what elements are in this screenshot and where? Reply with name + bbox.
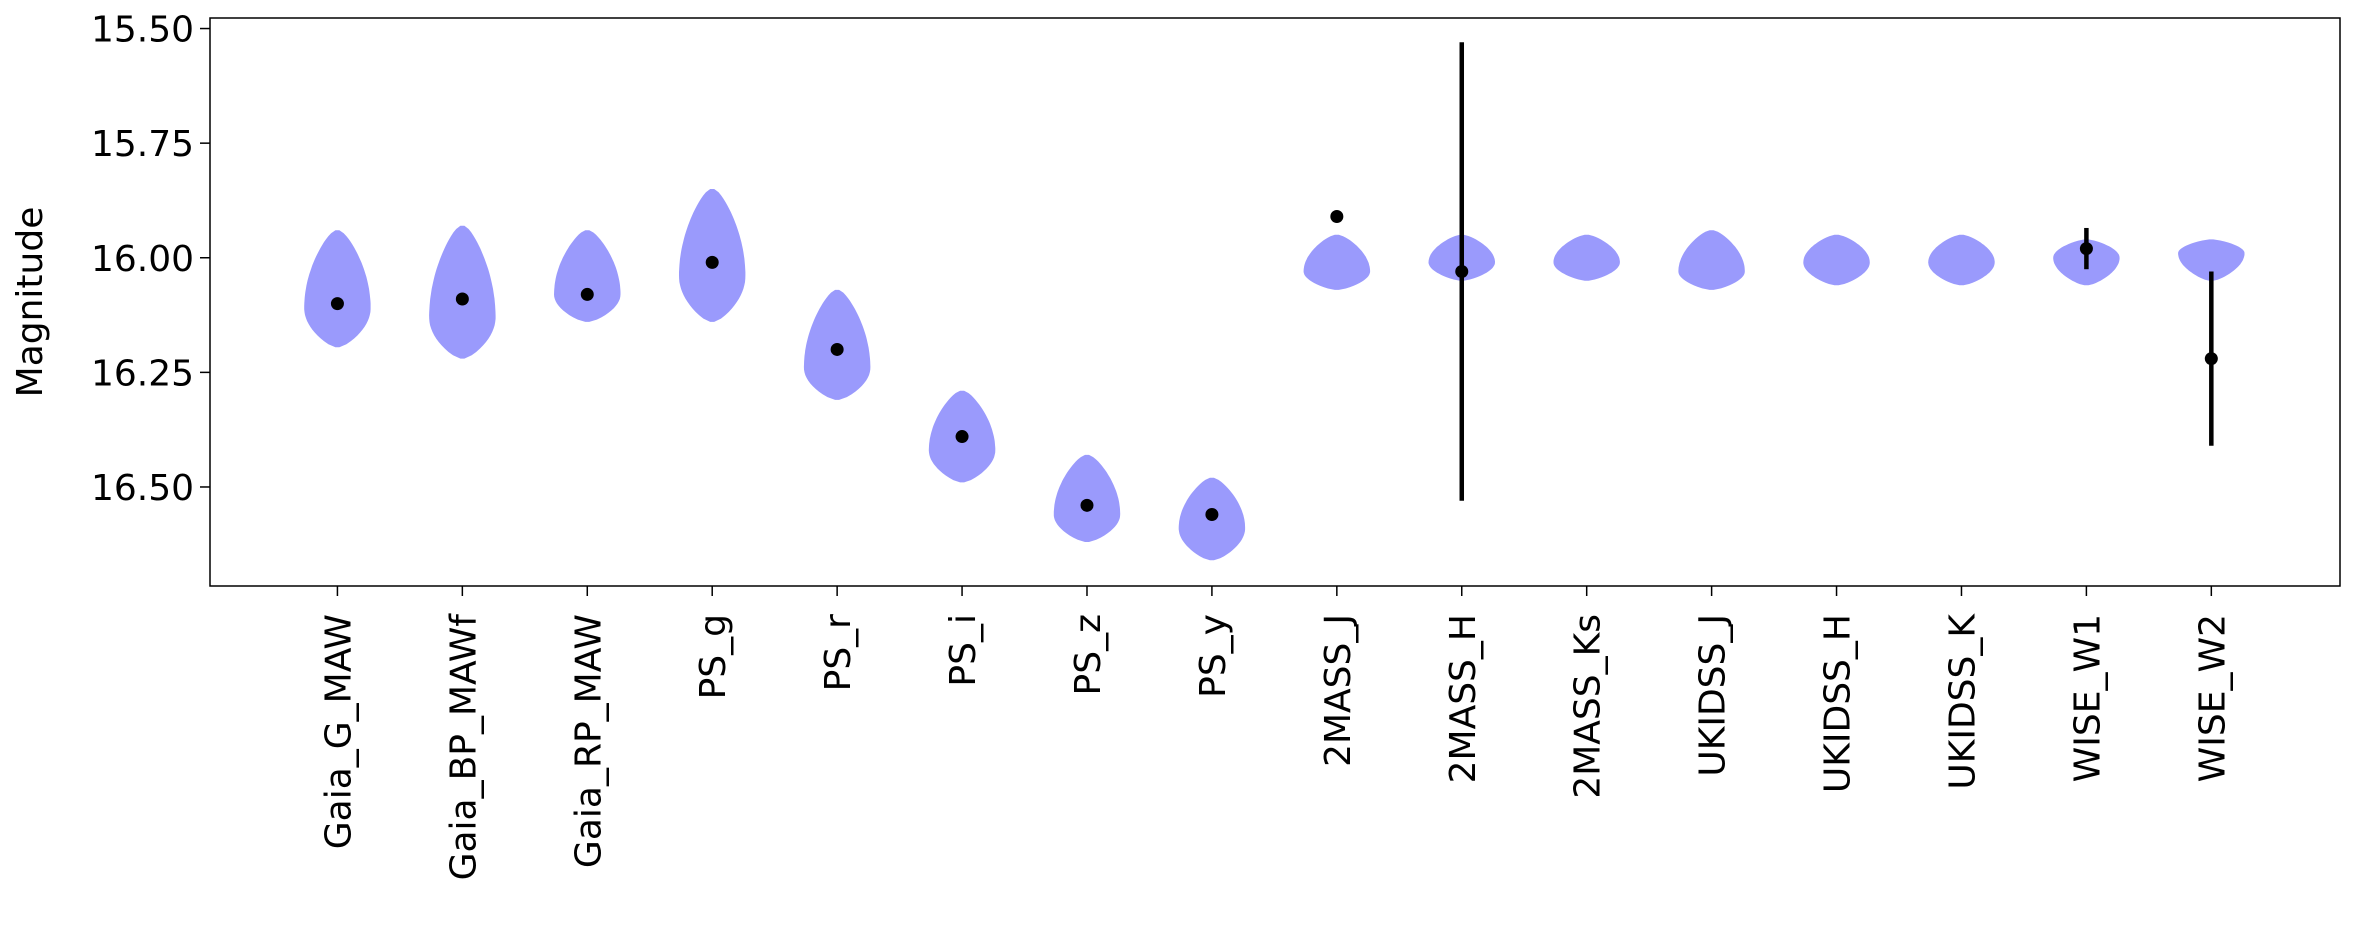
x-tick-label: PS_i <box>943 614 984 687</box>
x-tick-label: PS_z <box>1068 614 1109 695</box>
x-tick-label: PS_y <box>1193 614 1234 698</box>
data-point <box>455 292 469 306</box>
data-point <box>955 430 969 444</box>
y-axis-label: Magnitude <box>10 207 51 398</box>
x-tick-label: Gaia_G_MAW <box>318 614 359 849</box>
data-point <box>330 297 344 311</box>
data-point <box>1080 498 1094 512</box>
violin <box>1678 230 1745 290</box>
violin <box>429 225 496 359</box>
y-tick-label: 15.75 <box>91 124 194 165</box>
violin <box>2178 239 2245 281</box>
y-tick-label: 15.50 <box>91 10 194 51</box>
x-tick-label: WISE_W1 <box>2067 614 2108 782</box>
x-tick-label: Gaia_BP_MAWf <box>443 613 484 881</box>
violin <box>1928 234 1995 286</box>
x-tick-label: PS_g <box>693 614 734 699</box>
violin <box>679 189 746 322</box>
x-tick-label: UKIDSS_K <box>1942 613 1983 790</box>
violin <box>304 230 371 348</box>
violin <box>1803 234 1870 286</box>
x-tick-label: Gaia_RP_MAW <box>568 614 609 868</box>
violin <box>1053 454 1121 542</box>
data-point <box>1330 210 1344 224</box>
x-tick-label: 2MASS_J <box>1318 614 1359 767</box>
x-tick-label: 2MASS_H <box>1443 614 1484 783</box>
violin <box>1553 234 1620 281</box>
plot-frame <box>209 17 2341 587</box>
x-tick-label: UKIDSS_J <box>1693 614 1734 777</box>
data-point <box>830 342 844 356</box>
data-point <box>2079 242 2093 256</box>
y-tick-label: 16.50 <box>91 468 194 509</box>
x-tick-label: PS_r <box>818 614 859 692</box>
data-point <box>580 287 594 301</box>
data-point <box>705 255 719 269</box>
violin <box>554 230 621 322</box>
x-tick-label: UKIDSS_H <box>1818 614 1859 793</box>
data-point <box>1455 265 1469 279</box>
y-tick-label: 16.00 <box>91 239 194 280</box>
y-tick-label: 16.25 <box>91 353 194 394</box>
x-tick-label: 2MASS_Ks <box>1568 614 1609 799</box>
violin <box>1303 234 1371 290</box>
x-tick-label: WISE_W2 <box>2192 614 2233 782</box>
data-point <box>2204 352 2218 366</box>
data-point <box>1205 507 1219 521</box>
